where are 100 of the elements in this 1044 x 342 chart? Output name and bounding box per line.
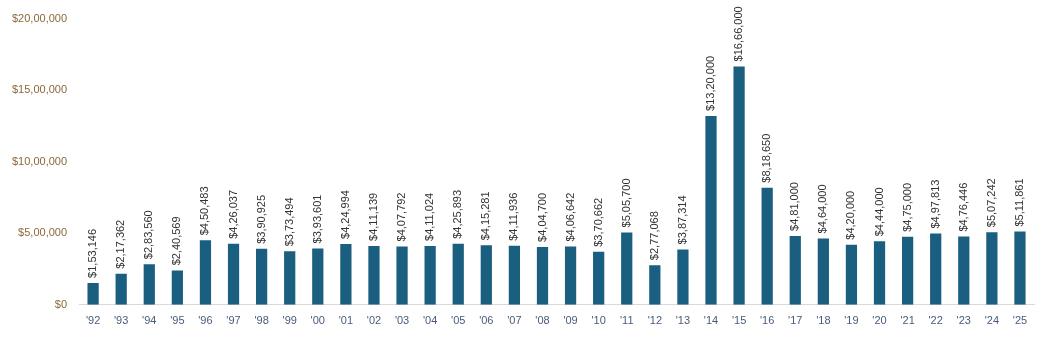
data-label: $4,04,700 bbox=[535, 192, 548, 242]
data-label: $4,15,281 bbox=[479, 191, 492, 241]
data-label: $5,07,242 bbox=[984, 178, 997, 228]
x-tick-label: '24 bbox=[984, 314, 1000, 327]
data-label: $4,81,000 bbox=[788, 182, 801, 231]
x-tick-label: '98 bbox=[254, 314, 269, 327]
x-tick-label: '96 bbox=[198, 314, 213, 327]
data-label: $4,25,893 bbox=[451, 189, 464, 239]
data-label: $16,66,000 bbox=[732, 6, 745, 62]
x-tick-label: '20 bbox=[872, 314, 887, 327]
data-label: $2,83,560 bbox=[142, 210, 155, 260]
data-label: $4,11,024 bbox=[423, 192, 436, 241]
bar bbox=[1014, 231, 1026, 305]
x-tick-label: '97 bbox=[226, 314, 241, 327]
x-tick-label: '06 bbox=[479, 314, 494, 327]
x-tick-label: '16 bbox=[760, 314, 775, 327]
bar bbox=[845, 244, 858, 305]
bar bbox=[705, 115, 717, 305]
data-label: $13,20,000 bbox=[704, 55, 717, 111]
bar bbox=[368, 245, 380, 305]
data-label: $8,18,650 bbox=[760, 133, 773, 183]
x-tick-label: '07 bbox=[507, 314, 522, 327]
bar bbox=[508, 245, 521, 305]
bar bbox=[817, 238, 829, 305]
bar bbox=[873, 241, 886, 305]
bar bbox=[312, 248, 324, 305]
data-label: $5,11,861 bbox=[1012, 178, 1025, 227]
x-tick-label: '94 bbox=[142, 314, 157, 327]
bar bbox=[199, 240, 212, 305]
data-label: $1,53,146 bbox=[86, 228, 99, 278]
bar bbox=[171, 270, 183, 305]
bar bbox=[986, 232, 998, 305]
bar bbox=[396, 246, 408, 305]
x-tick-label: '04 bbox=[422, 314, 438, 327]
y-tick-label: $20,00,000 bbox=[11, 11, 68, 24]
bar bbox=[789, 235, 801, 305]
bar bbox=[87, 282, 99, 305]
x-tick-label: '12 bbox=[647, 314, 662, 327]
x-tick-label: '03 bbox=[394, 314, 410, 327]
data-label: $4,64,000 bbox=[816, 184, 829, 234]
bar bbox=[761, 187, 773, 305]
bar bbox=[930, 233, 942, 305]
x-tick-label: '93 bbox=[114, 314, 129, 327]
data-label: $2,17,362 bbox=[114, 219, 127, 269]
bar bbox=[284, 251, 296, 305]
x-tick-label: '02 bbox=[366, 314, 382, 327]
data-label: $4,26,037 bbox=[226, 189, 239, 239]
y-tick-label: $15,00,000 bbox=[11, 83, 68, 96]
data-label: $4,97,813 bbox=[928, 179, 941, 229]
data-label: $4,20,000 bbox=[844, 190, 857, 240]
x-tick-label: '09 bbox=[563, 314, 578, 327]
x-tick-label: '23 bbox=[956, 314, 971, 327]
x-tick-label: '01 bbox=[338, 314, 354, 327]
data-label: $4,75,000 bbox=[900, 182, 913, 232]
data-label: $3,93,601 bbox=[310, 194, 323, 244]
data-label: $5,05,700 bbox=[619, 178, 632, 228]
x-tick-label: '13 bbox=[675, 314, 691, 327]
bar bbox=[143, 264, 155, 305]
x-tick-label: '14 bbox=[703, 314, 719, 327]
x-tick-label: '18 bbox=[816, 314, 831, 327]
x-tick-label: '11 bbox=[619, 314, 634, 327]
data-label: $3,70,662 bbox=[591, 197, 604, 247]
y-tick-label: $0 bbox=[54, 297, 68, 310]
y-tick-label: $10,00,000 bbox=[11, 154, 68, 167]
data-label: $2,40,569 bbox=[170, 216, 183, 266]
x-tick-label: '99 bbox=[282, 314, 297, 327]
bar bbox=[480, 245, 492, 305]
x-tick-label: '21 bbox=[900, 314, 915, 327]
x-tick-label: '05 bbox=[451, 314, 466, 327]
x-tick-label: '92 bbox=[85, 314, 101, 327]
bar bbox=[115, 273, 127, 305]
data-label: $4,76,446 bbox=[956, 182, 969, 232]
x-tick-label: '19 bbox=[844, 314, 859, 327]
data-label: $2,77,068 bbox=[647, 211, 660, 261]
bar bbox=[564, 246, 577, 305]
bar bbox=[901, 236, 914, 305]
bar bbox=[621, 232, 633, 305]
data-label: $4,11,139 bbox=[366, 192, 379, 241]
data-label: $3,87,314 bbox=[675, 195, 688, 245]
data-label: $4,24,994 bbox=[338, 190, 351, 239]
data-label: $4,11,936 bbox=[507, 192, 520, 241]
bar bbox=[256, 248, 268, 305]
data-label: $4,44,000 bbox=[872, 187, 885, 237]
bar bbox=[452, 243, 464, 305]
bar bbox=[536, 246, 549, 305]
x-tick-label: '25 bbox=[1012, 314, 1028, 327]
x-tick-label: '00 bbox=[310, 314, 325, 327]
bar bbox=[677, 249, 689, 305]
data-label: $4,06,642 bbox=[563, 192, 576, 242]
bar bbox=[649, 265, 661, 305]
x-tick-label: '15 bbox=[731, 314, 747, 327]
x-tick-label: '08 bbox=[535, 314, 550, 327]
x-tick-label: '17 bbox=[788, 314, 803, 327]
bar bbox=[340, 243, 352, 305]
data-label: $4,50,483 bbox=[198, 186, 211, 236]
data-label: $3,73,494 bbox=[282, 197, 295, 247]
bar bbox=[424, 245, 436, 305]
y-tick-label: $5,00,000 bbox=[18, 226, 68, 239]
x-tick-label: '10 bbox=[591, 314, 606, 327]
bar bbox=[593, 251, 605, 305]
